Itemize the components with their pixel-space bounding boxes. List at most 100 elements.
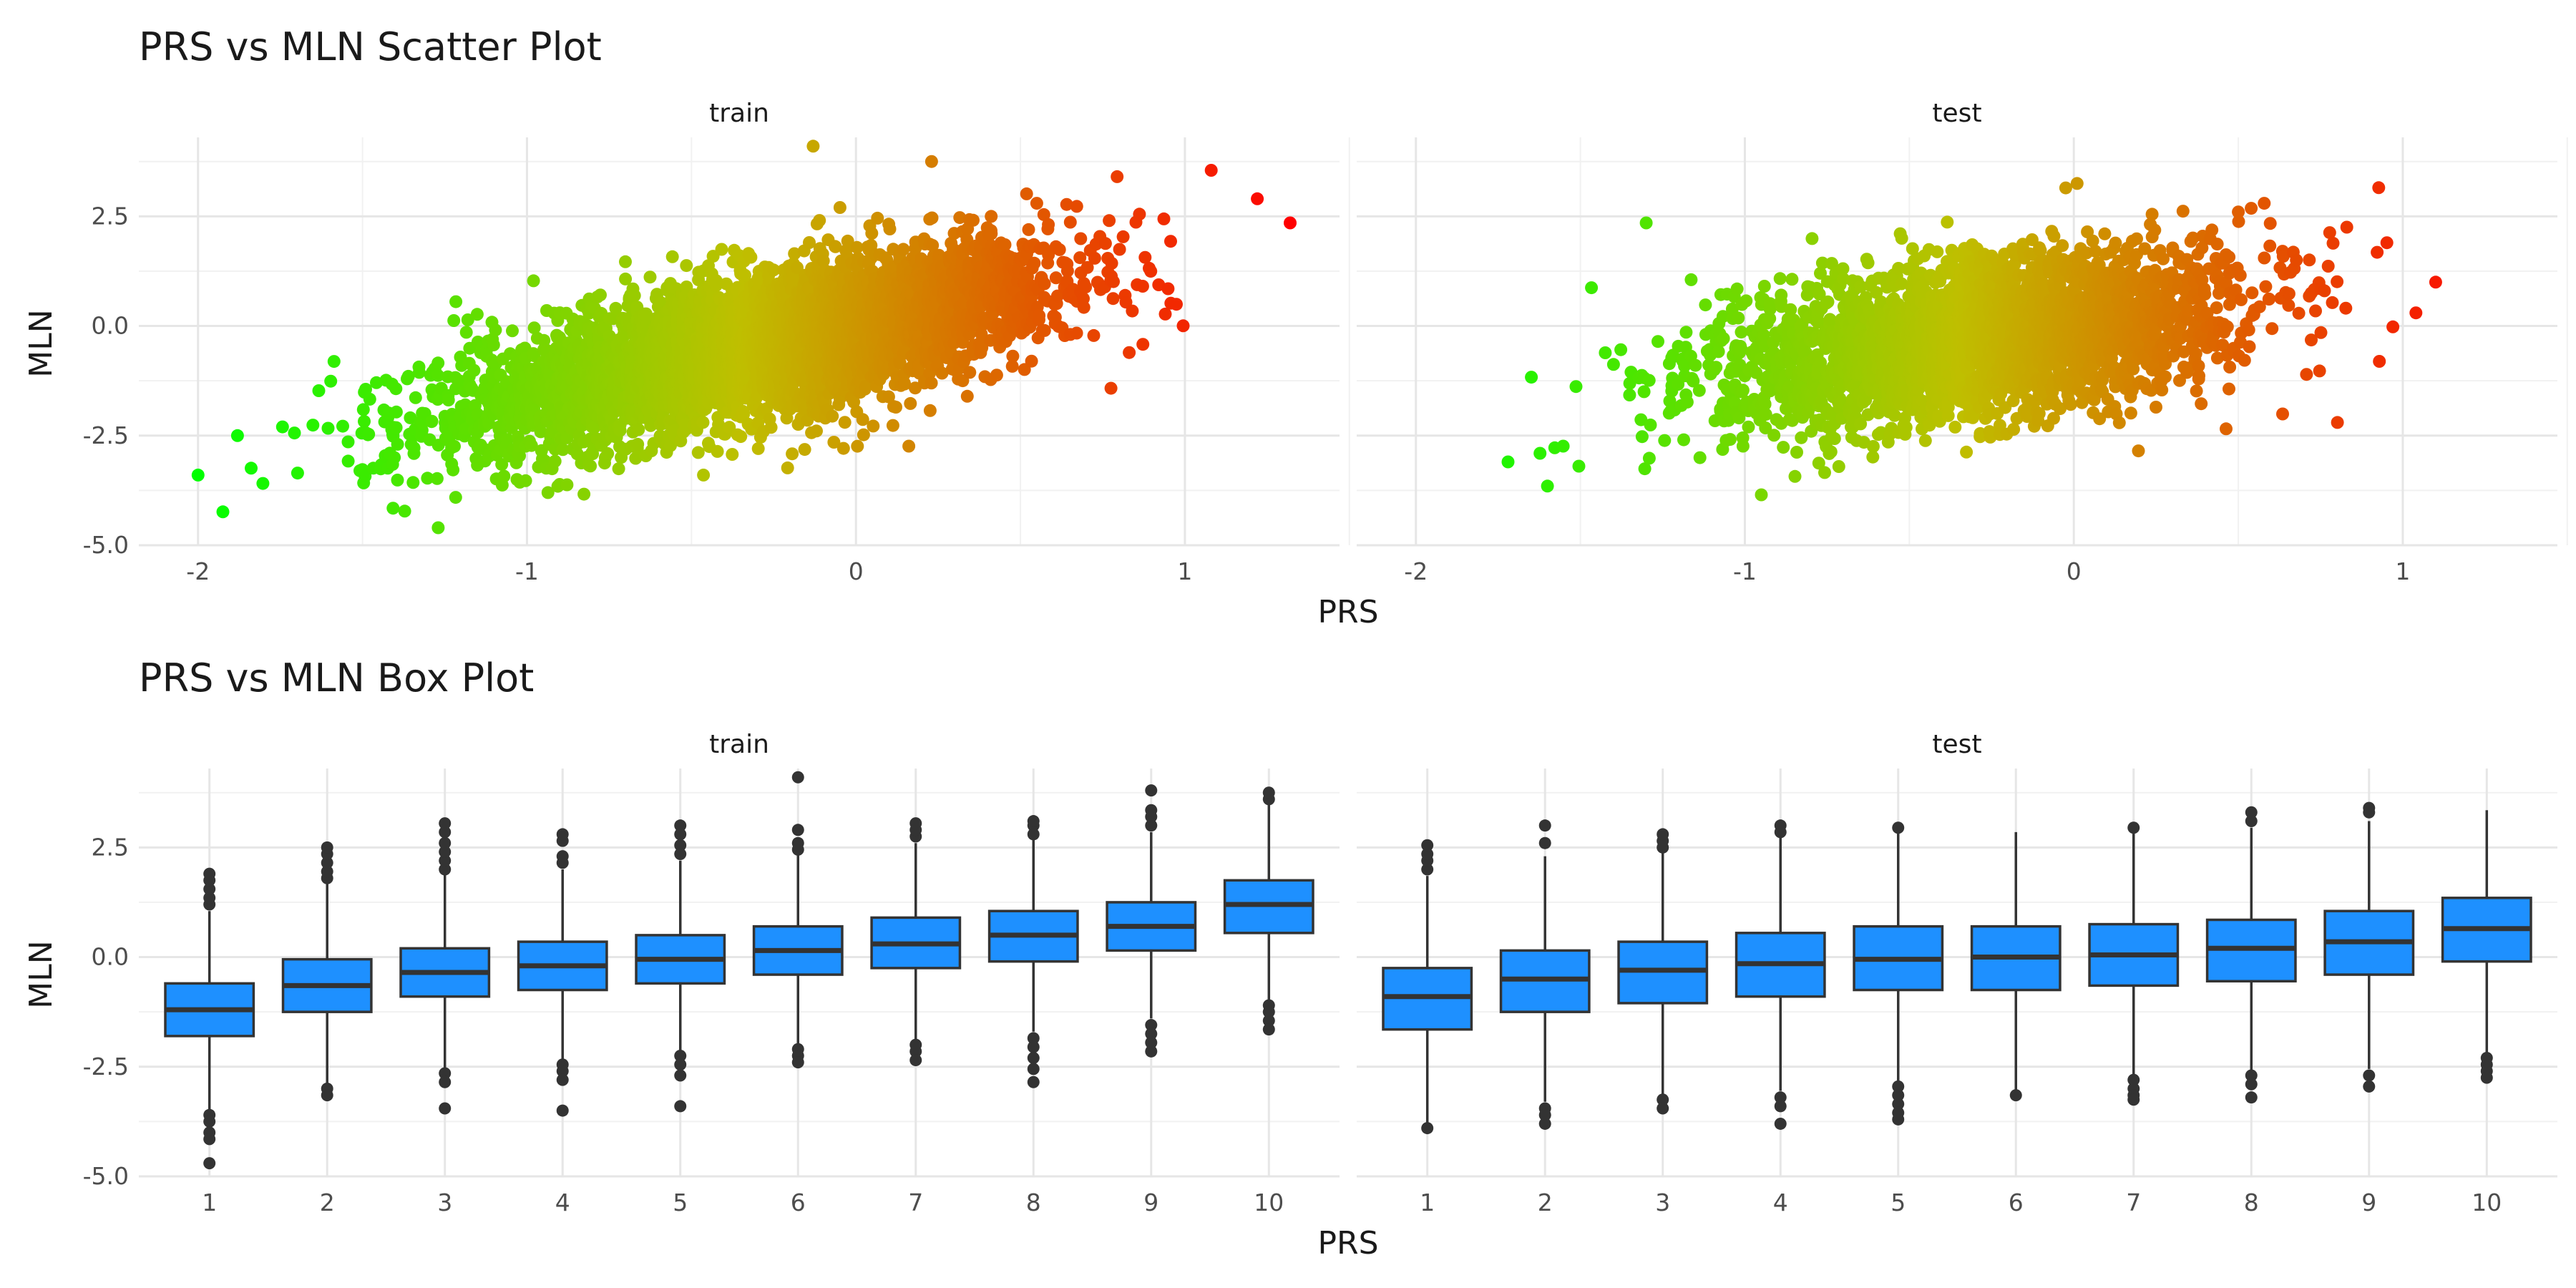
scatter-point: [709, 274, 723, 288]
scatter-plot-title: PRS vs MLN Scatter Plot: [139, 24, 602, 69]
scatter-point: [404, 411, 417, 424]
scatter-point: [664, 439, 677, 452]
scatter-point: [1742, 420, 1755, 434]
scatter-point: [1079, 280, 1093, 294]
scatter-point: [487, 338, 500, 351]
scatter-point: [734, 430, 748, 444]
scatter-point: [1038, 323, 1051, 337]
scatter-point: [506, 324, 519, 338]
scatter-point: [1284, 216, 1297, 230]
scatter-point: [1723, 433, 1737, 447]
scatter-point: [1136, 338, 1150, 351]
scatter-strip-test: test: [1932, 99, 1981, 128]
scatter-point: [1063, 215, 1077, 229]
scatter-point: [1053, 243, 1066, 256]
scatter-point: [431, 356, 445, 370]
scatter-point: [431, 521, 445, 535]
scatter-point: [288, 426, 301, 440]
scatter-panel-train: -2 -1 0 1-5.0-2.50.02.5: [83, 137, 1350, 585]
scatter-point: [409, 391, 422, 404]
scatter-point: [1006, 349, 1020, 363]
scatter-point: [1606, 358, 1620, 371]
scatter-point: [902, 439, 916, 453]
scatter-point: [1501, 455, 1515, 469]
scatter-point: [612, 462, 625, 476]
scatter-point: [1775, 288, 1788, 302]
scatter-point: [431, 369, 444, 382]
scatter-point: [1623, 389, 1636, 401]
scatter-point: [1070, 326, 1083, 340]
scatter-point: [985, 227, 998, 240]
scatter-point: [587, 421, 601, 434]
scatter-point: [391, 437, 404, 451]
scatter-point: [389, 421, 403, 434]
scatter-point: [1251, 192, 1264, 205]
scatter-point: [711, 444, 724, 458]
scatter-point: [798, 443, 811, 457]
scatter-point: [889, 401, 902, 414]
scatter-point: [362, 427, 376, 441]
scatter-point: [1635, 430, 1649, 444]
scatter-point: [1693, 451, 1707, 464]
scatter-point: [1106, 292, 1120, 306]
scatter-point: [1736, 384, 1750, 397]
scatter-point: [1572, 459, 1586, 473]
scatter-point: [1818, 466, 1831, 479]
scatter-point: [461, 313, 474, 326]
scatter-point: [1569, 380, 1583, 394]
scatter-point: [1525, 371, 1538, 384]
scatter-point: [245, 462, 258, 475]
x-tick-label: -1: [515, 557, 539, 585]
scatter-point: [1204, 164, 1218, 177]
scatter-point: [631, 437, 645, 451]
scatter-point: [628, 289, 641, 303]
scatter-point: [1866, 439, 1880, 453]
y-tick-label: -2.5: [83, 421, 129, 449]
x-tick-label: -2: [186, 557, 210, 585]
scatter-point: [1680, 395, 1694, 409]
scatter-point: [1767, 429, 1781, 442]
scatter-point: [923, 404, 937, 417]
scatter-point: [826, 409, 839, 423]
scatter-point: [1164, 235, 1177, 248]
scatter-point: [312, 384, 326, 397]
scatter-point: [786, 447, 799, 461]
scatter-point: [527, 274, 540, 288]
scatter-point: [1042, 218, 1055, 231]
scatter-point: [1717, 332, 1730, 346]
scatter-point: [1684, 273, 1698, 286]
scatter-point: [643, 270, 657, 284]
scatter-point: [1161, 282, 1175, 296]
scatter-point: [1144, 265, 1158, 278]
scatter-point: [430, 472, 444, 485]
scatter-point: [691, 446, 705, 459]
scatter-point: [1133, 208, 1146, 221]
scatter-point: [1755, 488, 1768, 502]
scatter-point: [1757, 280, 1771, 293]
scatter-point: [556, 443, 570, 457]
scatter-point: [924, 376, 938, 390]
scatter-point: [448, 439, 461, 453]
scatter-point: [1556, 439, 1570, 453]
scatter-point: [764, 421, 778, 434]
x-tick-label: 1: [1177, 557, 1192, 585]
scatter-point: [1679, 326, 1693, 339]
scatter-point: [548, 454, 562, 468]
scatter-point: [871, 211, 884, 225]
scatter-point: [275, 420, 289, 434]
scatter-point: [1087, 328, 1101, 342]
scatter-point: [1832, 460, 1845, 473]
scatter-point: [1658, 434, 1672, 447]
scatter-point: [467, 364, 481, 377]
scatter-point: [1614, 343, 1628, 356]
scatter-point: [715, 243, 728, 256]
scatter-point: [644, 419, 658, 432]
scatter-point: [1637, 385, 1651, 399]
scatter-point: [1038, 277, 1051, 291]
scatter-point: [358, 469, 372, 483]
scatter-point: [336, 419, 349, 433]
scatter-point: [449, 295, 463, 308]
scatter-point: [1828, 432, 1841, 445]
scatter-point: [519, 474, 532, 487]
